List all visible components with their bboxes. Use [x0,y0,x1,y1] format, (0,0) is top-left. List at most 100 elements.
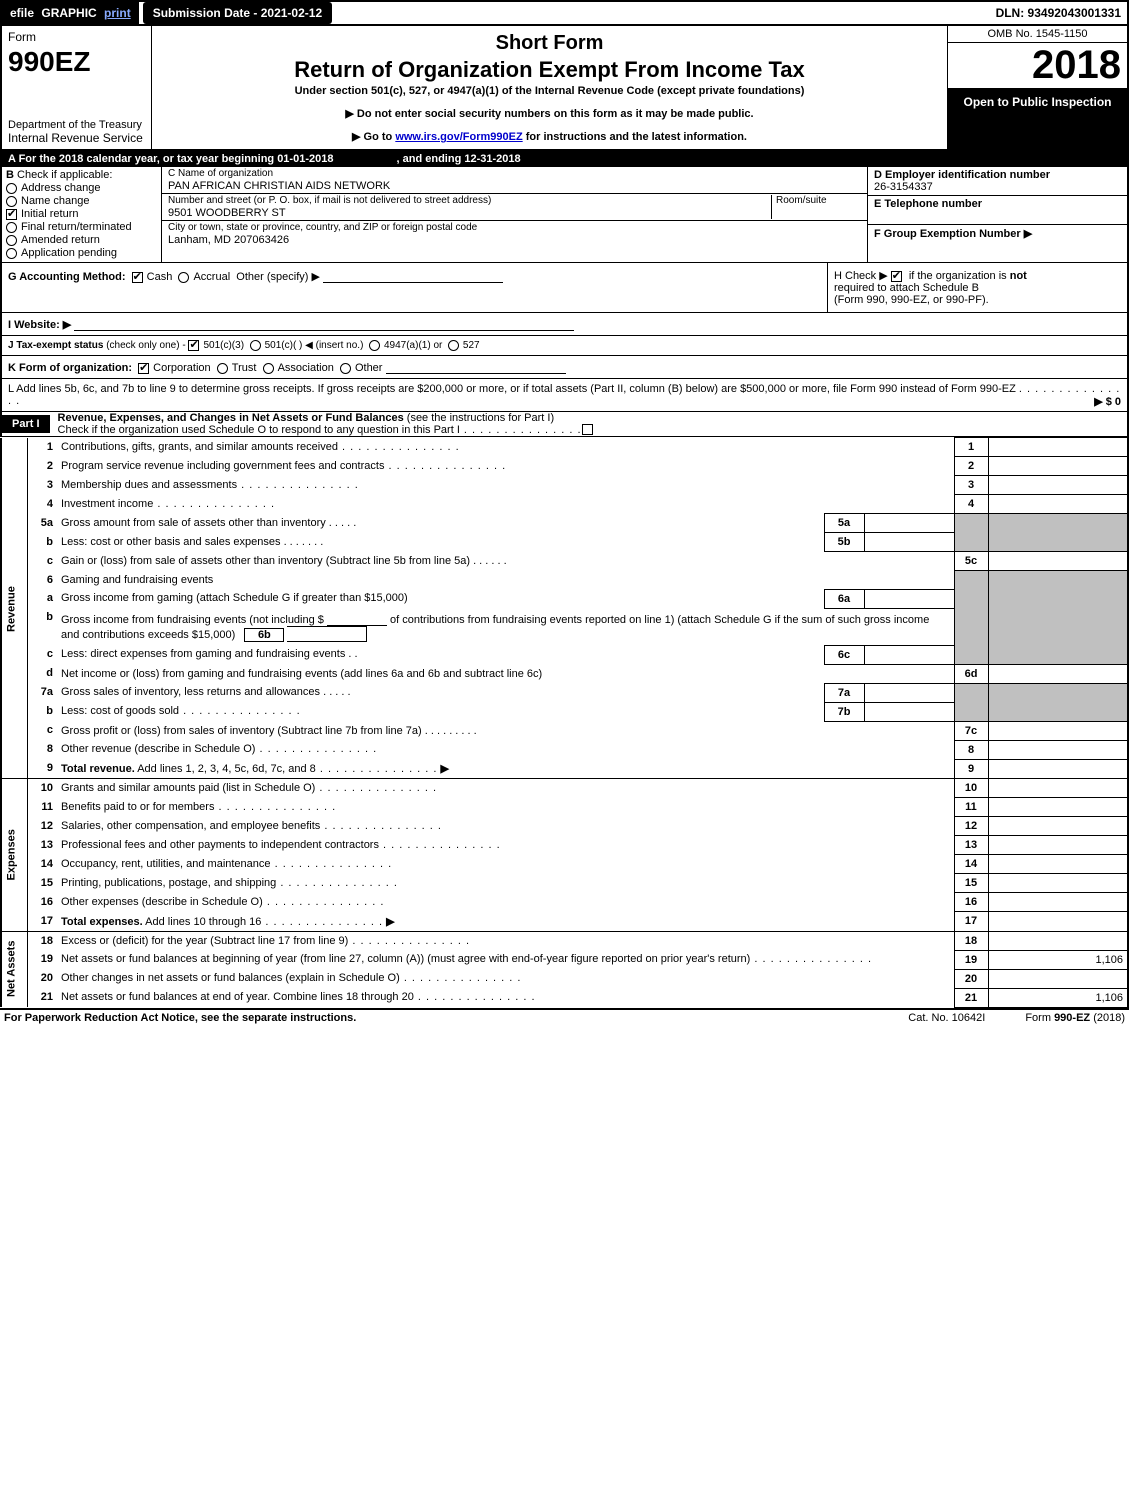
org-name-label: C Name of organization [168,168,861,179]
row-l: L Add lines 5b, 6c, and 7b to line 9 to … [0,379,1129,411]
table-row: 3 Membership dues and assessments 3 [1,476,1128,495]
col-de: D Employer identification number 26-3154… [867,167,1127,262]
efile-block: efile GRAPHIC print [2,2,139,24]
chk-accrual[interactable] [178,272,189,283]
table-row: 11 Benefits paid to or for members 11 [1,798,1128,817]
top-bar: efile GRAPHIC print Submission Date - 20… [0,0,1129,26]
row-k: K Form of organization: Corporation Trus… [0,356,1129,379]
form-label: Form [8,30,145,44]
revenue-tab: Revenue [1,438,27,779]
l-arrow-value: ▶ $ 0 [1094,395,1121,408]
efile-prefix: efile [10,6,34,20]
row-gh: G Accounting Method: Cash Accrual Other … [0,263,1129,313]
part-i-title: Revenue, Expenses, and Changes in Net As… [58,412,404,424]
page-footer: For Paperwork Reduction Act Notice, see … [0,1008,1129,1026]
row-a-ending: , and ending 12-31-2018 [397,153,521,165]
chk-501c[interactable] [250,340,261,351]
footer-left: For Paperwork Reduction Act Notice, see … [4,1012,356,1024]
table-row: 13 Professional fees and other payments … [1,836,1128,855]
efile-print-link[interactable]: print [104,6,131,20]
chk-cash[interactable] [132,272,143,283]
submission-date: Submission Date - 2021-02-12 [143,2,332,24]
table-row: c Gross profit or (loss) from sales of i… [1,721,1128,740]
table-row: 6 Gaming and fundraising events [1,571,1128,590]
j-label: J Tax-exempt status [8,340,103,351]
footer-cat-no: Cat. No. 10642I [908,1012,985,1024]
k-label: K Form of organization: [8,362,132,374]
header-center: Short Form Return of Organization Exempt… [152,26,947,149]
irs-label: Internal Revenue Service [8,131,145,145]
chk-trust[interactable] [217,363,228,374]
open-inspection: Open to Public Inspection [948,89,1127,149]
return-title: Return of Organization Exempt From Incom… [160,57,939,83]
table-row: Revenue 1 Contributions, gifts, grants, … [1,438,1128,457]
part-i-label: Part I [2,415,50,433]
no-ssn-note: ▶ Do not enter social security numbers o… [160,107,939,120]
part-i-note: (see the instructions for Part I) [407,412,554,424]
chk-initial-return[interactable]: Initial return [6,208,157,220]
chk-name-change[interactable]: Name change [6,195,157,207]
chk-other-org[interactable] [340,363,351,374]
table-row: 8 Other revenue (describe in Schedule O)… [1,740,1128,759]
goto-suffix: for instructions and the latest informat… [526,131,747,143]
lines-table: Revenue 1 Contributions, gifts, grants, … [0,437,1129,1008]
chk-amended-return[interactable]: Amended return [6,234,157,246]
l-text: L Add lines 5b, 6c, and 7b to line 9 to … [8,383,1016,395]
part-i-bar: Part I Revenue, Expenses, and Changes in… [0,411,1129,437]
table-row: 16 Other expenses (describe in Schedule … [1,893,1128,912]
row-a-text: A For the 2018 calendar year, or tax yea… [8,153,333,165]
chk-501c3[interactable] [188,340,199,351]
table-row: c Gain or (loss) from sale of assets oth… [1,552,1128,571]
other-org-field[interactable] [386,360,566,374]
goto-prefix: ▶ Go to [352,131,395,143]
omb-number: OMB No. 1545-1150 [948,26,1127,43]
row-j: J Tax-exempt status (check only one) - 5… [0,336,1129,356]
efile-graphic: GRAPHIC [41,6,96,20]
chk-address-change[interactable]: Address change [6,182,157,194]
other-specify-field[interactable] [323,269,503,283]
table-row: 17 Total expenses. Add lines 10 through … [1,912,1128,932]
chk-application-pending[interactable]: Application pending [6,247,157,259]
table-row: 4 Investment income 4 [1,495,1128,514]
6b-amount-field[interactable] [327,612,387,626]
table-row: 5a Gross amount from sale of assets othe… [1,514,1128,533]
chk-schedule-b[interactable] [891,271,902,282]
expenses-tab: Expenses [1,779,27,932]
city-label: City or town, state or province, country… [168,222,861,233]
table-row: d Net income or (loss) from gaming and f… [1,664,1128,683]
part-i-check-line: Check if the organization used Schedule … [58,424,460,436]
dln-number: DLN: 93492043001331 [996,6,1127,20]
org-name-value: PAN AFRICAN CHRISTIAN AIDS NETWORK [168,180,861,192]
header-left: Form 990EZ Department of the Treasury In… [2,26,152,149]
goto-link[interactable]: www.irs.gov/Form990EZ [395,131,522,143]
table-row: 14 Occupancy, rent, utilities, and maint… [1,855,1128,874]
ein-label: D Employer identification number [874,169,1121,181]
city-value: Lanham, MD 207063426 [168,234,861,246]
tax-year: 2018 [948,43,1127,89]
block-bcdef: B Check if applicable: Address change Na… [0,167,1129,263]
netassets-tab: Net Assets [1,931,27,1007]
chk-association[interactable] [263,363,274,374]
header-right: OMB No. 1545-1150 2018 Open to Public In… [947,26,1127,149]
chk-4947[interactable] [369,340,380,351]
row-a: A For the 2018 calendar year, or tax yea… [0,151,1129,167]
g-label: G Accounting Method: [8,271,126,283]
chk-527[interactable] [448,340,459,351]
table-row: 12 Salaries, other compensation, and emp… [1,817,1128,836]
website-label: I Website: ▶ [8,319,71,331]
table-row: 20 Other changes in net assets or fund b… [1,969,1128,988]
row-i: I Website: ▶ [0,313,1129,336]
col-b: B Check if applicable: Address change Na… [2,167,162,262]
table-row: 9 Total revenue. Add lines 1, 2, 3, 4, 5… [1,759,1128,779]
table-row: 19 Net assets or fund balances at beginn… [1,950,1128,969]
table-row: 7a Gross sales of inventory, less return… [1,683,1128,702]
website-field[interactable] [74,317,574,331]
chk-corporation[interactable] [138,363,149,374]
table-row: Net Assets 18 Excess or (deficit) for th… [1,931,1128,950]
col-c: C Name of organization PAN AFRICAN CHRIS… [162,167,867,262]
room-label: Room/suite [776,195,861,206]
short-form-title: Short Form [160,32,939,55]
chk-schedule-o[interactable] [582,424,593,435]
chk-final-return[interactable]: Final return/terminated [6,221,157,233]
form-header: Form 990EZ Department of the Treasury In… [0,26,1129,151]
